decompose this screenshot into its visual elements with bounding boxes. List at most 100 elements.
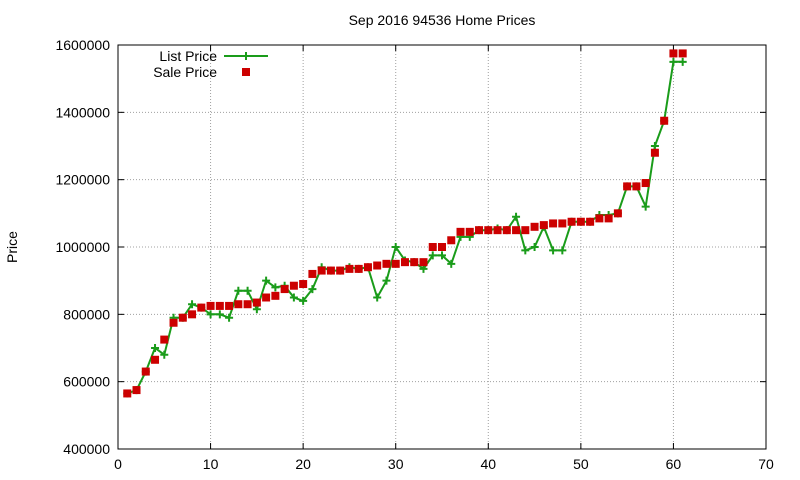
sale-price-point — [363, 263, 372, 272]
sale-price-point — [132, 386, 141, 395]
sale-price-point — [308, 269, 317, 278]
y-tick-label: 800000 — [63, 306, 110, 322]
sale-price-point — [456, 227, 465, 236]
list-price-point — [521, 246, 530, 255]
sale-price-point — [262, 293, 271, 302]
y-tick-label: 1000000 — [55, 239, 110, 255]
x-tick-label: 0 — [114, 456, 122, 472]
list-price-point — [650, 142, 659, 150]
sale-price-point — [549, 219, 558, 228]
sale-price-point — [178, 313, 187, 322]
list-price-point — [160, 350, 169, 359]
sale-price-point — [465, 227, 474, 236]
sale-price-point — [400, 258, 409, 267]
sale-price-point — [650, 148, 659, 157]
list-price-point — [669, 57, 678, 66]
x-tick-label: 10 — [203, 456, 219, 472]
sale-price-point — [604, 214, 613, 223]
list-price-point — [373, 293, 382, 302]
sale-price-point — [428, 243, 437, 251]
sale-price-point — [141, 367, 150, 376]
chart-title: Sep 2016 94536 Home Prices — [349, 12, 536, 28]
sale-price-point — [289, 281, 298, 290]
x-tick-label: 60 — [666, 456, 682, 472]
list-price-point — [678, 57, 687, 66]
sale-price-point — [484, 226, 493, 235]
sale-price-point — [493, 226, 502, 235]
legend-marker-sale-price — [242, 68, 250, 76]
list-price-point — [262, 276, 271, 285]
sale-price-point — [521, 226, 530, 235]
sale-price-point — [410, 258, 419, 267]
y-tick-label: 1200000 — [55, 172, 110, 188]
sale-price-point — [539, 221, 548, 230]
legend: List Price Sale Price — [153, 48, 268, 80]
list-price-point — [252, 305, 261, 314]
sale-price-point — [632, 182, 641, 191]
sale-price-point — [391, 259, 400, 268]
sale-price-point — [669, 49, 678, 58]
sale-price-point — [345, 264, 354, 273]
list-price-point — [512, 212, 521, 221]
ticks: 0 10 20 30 40 50 60 70 400000 600000 800000 1000000… — [55, 37, 774, 472]
sale-price-point — [271, 291, 280, 300]
list-price-point — [188, 300, 197, 309]
list-price-point — [308, 285, 317, 294]
sale-price-point — [475, 226, 484, 235]
list-price-point — [558, 246, 567, 255]
list-price-point — [215, 310, 224, 319]
sale-price-point — [206, 301, 215, 310]
sale-price-point — [123, 389, 132, 398]
sale-price-point — [215, 301, 224, 310]
sale-price-point — [567, 217, 576, 226]
list-price-point — [243, 286, 252, 295]
sale-price-point — [373, 261, 382, 270]
sale-price-point — [502, 226, 511, 235]
list-price-point — [419, 264, 428, 273]
list-price-point — [447, 259, 456, 268]
list-price-point — [641, 202, 650, 211]
x-tick-label: 50 — [573, 456, 589, 472]
x-tick-label: 30 — [388, 456, 404, 472]
sale-price-point — [595, 214, 604, 223]
sale-price-point — [613, 209, 622, 218]
y-tick-label: 1600000 — [55, 37, 110, 53]
x-tick-label: 20 — [295, 456, 311, 472]
list-price-point — [428, 251, 437, 260]
list-price-point — [549, 246, 558, 255]
sale-price-point — [299, 280, 308, 289]
sale-price-point — [641, 179, 650, 188]
sale-price-point — [558, 219, 567, 228]
list-price-point — [225, 313, 234, 322]
y-tick-label: 600000 — [63, 374, 110, 390]
sale-price-point — [188, 310, 197, 319]
sale-price-point — [586, 217, 595, 226]
list-price-point — [151, 344, 160, 352]
sale-price-point — [169, 318, 178, 327]
sale-price-point — [336, 266, 345, 275]
sale-price-point — [160, 335, 169, 344]
sale-price-point — [326, 266, 335, 275]
sale-price-point — [280, 285, 289, 294]
sale-price-point — [512, 226, 521, 235]
sale-price-point — [234, 300, 243, 309]
sale-price-point — [419, 258, 428, 267]
sale-price-point — [447, 236, 456, 245]
sale-price-point — [623, 182, 632, 191]
grid — [118, 45, 766, 449]
series — [123, 49, 687, 398]
sale-price-point — [225, 301, 234, 310]
legend-marker-list-price — [242, 52, 250, 60]
list-price-point — [299, 296, 308, 305]
x-tick-label: 40 — [480, 456, 496, 472]
sale-price-point — [530, 222, 539, 231]
sale-price-point — [576, 217, 585, 226]
sale-price-point — [243, 300, 252, 309]
y-tick-label: 1400000 — [55, 104, 110, 120]
sale-price-point — [382, 259, 391, 268]
list-price-point — [289, 293, 298, 302]
sale-price-point — [660, 116, 669, 125]
list-price-point — [438, 251, 446, 260]
list-price-point — [382, 276, 391, 285]
